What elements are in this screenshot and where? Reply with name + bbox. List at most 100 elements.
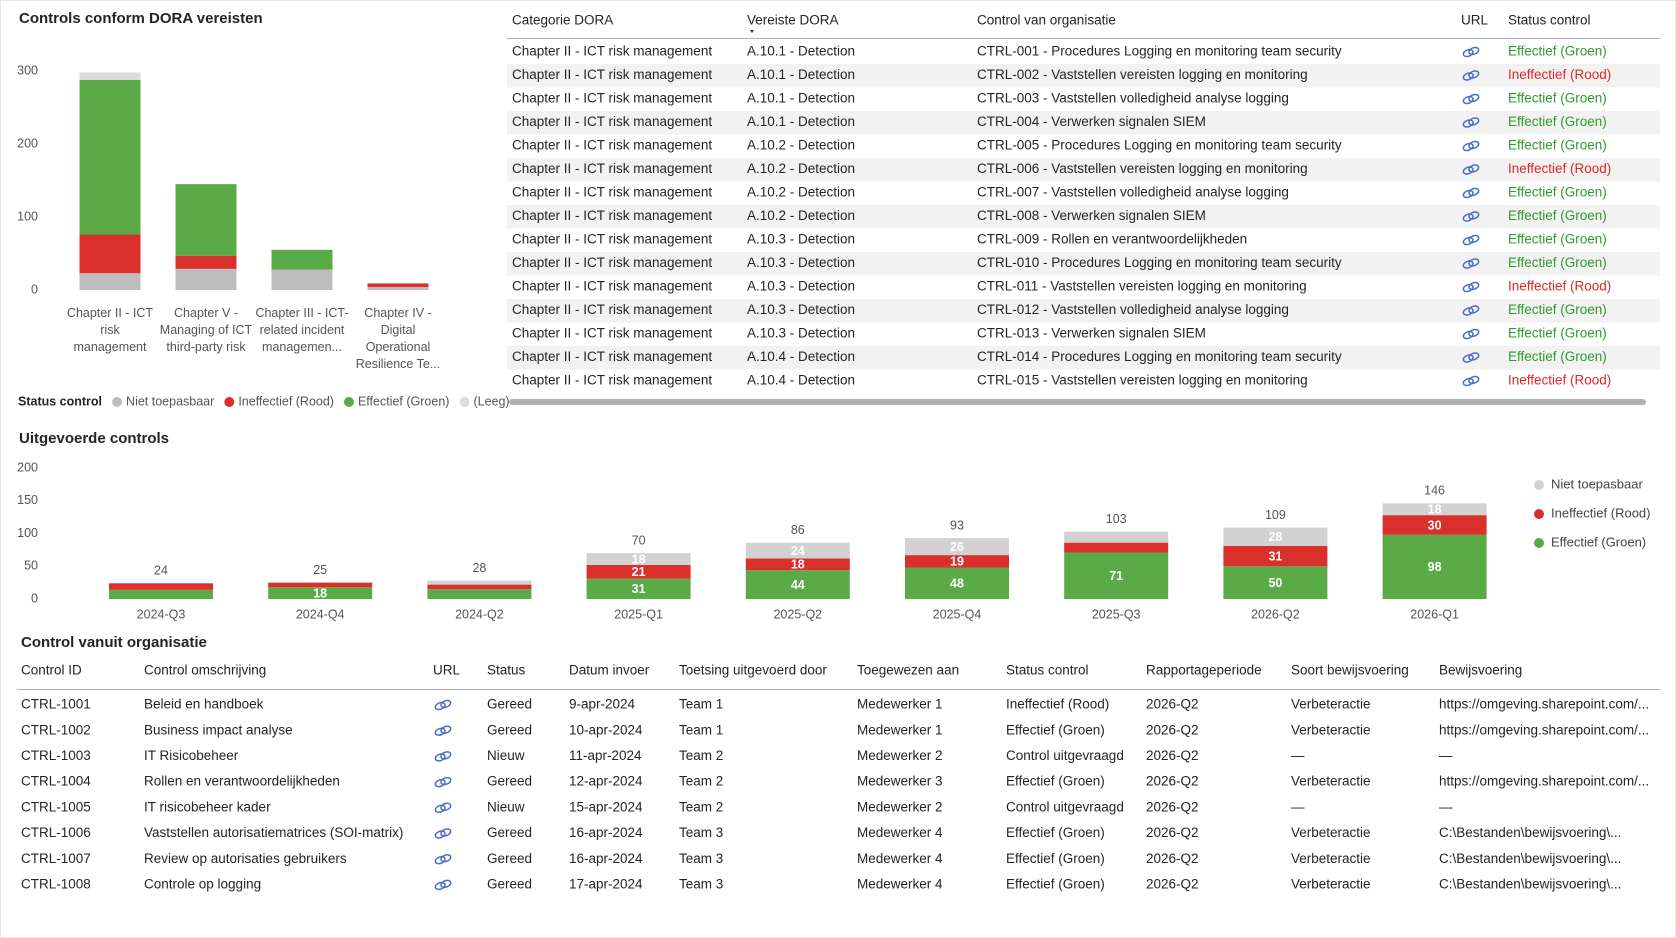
x-tick-label: 2024-Q4 [296,607,345,621]
bar-segment [268,587,373,599]
data-label: 26 [950,540,964,554]
table-cell: Medewerker 3 [857,774,943,789]
table-cell: 2026-Q2 [1146,851,1199,866]
column-header[interactable]: Rapportageperiode [1146,663,1262,678]
link-icon[interactable] [434,879,452,891]
link-icon[interactable] [434,699,452,711]
link-icon[interactable] [1462,305,1480,316]
column-header[interactable]: Soort bewijsvoering [1291,663,1409,678]
column-header[interactable]: Toegewezen aan [857,663,959,678]
y-tick-label: 100 [17,526,38,540]
table-cell: A.10.4 - Detection [747,373,855,388]
data-label: 31 [1268,549,1282,563]
table-cell: — [1439,748,1453,763]
link-icon[interactable] [1462,281,1480,293]
table-cell: Team 1 [679,697,723,712]
table-cell: Ineffectief (Rood) [1508,373,1611,388]
column-header[interactable]: Toetsing uitgevoerd door [679,663,827,678]
link-icon[interactable] [1462,328,1480,340]
table-cell: Medewerker 4 [857,825,943,840]
table-cell: A.10.2 - Detection [747,208,855,223]
table-cell: Chapter II - ICT risk management [512,373,712,388]
x-tick-label: Chapter III - ICT-related incident manag… [255,306,349,354]
table-cell: 11-apr-2024 [569,748,642,763]
bar-segment [109,589,213,599]
table-cell: CTRL-013 - Verwerken signalen SIEM [977,326,1206,341]
column-header[interactable]: Status [487,663,526,678]
table-cell: Gereed [487,697,532,712]
bar-segment [905,567,1009,599]
table-cell: Chapter II - ICT risk management [512,91,712,106]
link-icon[interactable] [1462,234,1480,246]
data-label: 71 [1109,569,1123,583]
table-cell: Gereed [487,876,532,891]
link-icon[interactable] [1462,187,1480,199]
column-header[interactable]: URL [1461,13,1488,28]
sort-arrow[interactable] [750,30,754,33]
x-tick-label: 2026-Q1 [1410,607,1459,621]
link-icon[interactable] [1462,258,1480,269]
data-label: 18 [313,586,327,600]
bar-segment [109,583,213,590]
table-cell: Effectief (Groen) [1508,44,1607,59]
column-header[interactable]: Control van organisatie [977,13,1116,28]
table-cell: A.10.2 - Detection [747,138,855,153]
scrollbar[interactable] [509,399,1646,405]
column-header[interactable]: Categorie DORA [512,13,613,28]
x-tick-label: 2024-Q3 [137,607,186,621]
link-icon[interactable] [1462,375,1480,387]
table-cell: C:\Bestanden\bewijsvoering\... [1439,851,1621,866]
table-cell: Vaststellen autorisatiematrices (SOI-mat… [144,825,403,840]
table-cell: Gereed [487,851,532,866]
link-icon[interactable] [434,853,452,865]
table-cell: Control uitgevraagd [1006,748,1124,763]
table-cell: A.10.3 - Detection [747,279,855,294]
table-cell: Gereed [487,825,532,840]
table-cell: CTRL-1007 [21,851,91,866]
table-cell: Nieuw [487,748,525,763]
column-header[interactable]: Bewijsvoering [1439,663,1522,678]
link-icon[interactable] [1462,352,1480,363]
link-icon[interactable] [1462,164,1480,175]
link-icon[interactable] [434,751,452,762]
data-label: 18 [791,558,805,572]
table-cell: Business impact analyse [144,722,293,737]
link-icon[interactable] [434,802,452,814]
total-label: 109 [1265,508,1286,522]
link-icon[interactable] [1462,93,1480,105]
legend-marker [224,397,235,407]
bar-segment [1223,527,1328,546]
table-cell: A.10.1 - Detection [747,67,855,82]
column-header[interactable]: Datum invoer [569,663,650,678]
column-header[interactable]: URL [433,663,460,678]
table-cell: Verbeteractie [1291,697,1371,712]
table-cell: CTRL-1004 [21,774,91,789]
link-icon[interactable] [434,725,452,736]
table-cell: Chapter II - ICT risk management [512,255,712,270]
table-cell: 2026-Q2 [1146,748,1199,763]
column-header[interactable]: Status control [1006,663,1089,678]
table-cell: Ineffectief (Rood) [1508,279,1611,294]
table-cell: Nieuw [487,799,525,814]
table-cell: 9-apr-2024 [569,697,636,712]
table-cell: CTRL-1005 [21,799,91,814]
link-icon[interactable] [1462,46,1480,58]
table-cell: 2026-Q2 [1146,774,1199,789]
link-icon[interactable] [1462,117,1480,128]
table-cell: 10-apr-2024 [569,722,643,737]
column-header[interactable]: Control ID [21,663,82,678]
link-icon[interactable] [1462,140,1480,152]
column-header[interactable]: Control omschrijving [144,663,266,678]
link-icon[interactable] [1462,211,1480,222]
row-stripe [507,252,1660,276]
link-icon[interactable] [434,828,452,839]
column-header[interactable]: Status control [1508,13,1591,28]
link-icon[interactable] [434,776,452,788]
column-header[interactable]: Vereiste DORA [747,13,839,28]
table-cell: Chapter II - ICT risk management [512,114,712,129]
table-cell: Chapter II - ICT risk management [512,302,712,317]
legend-title: Status control [18,394,102,408]
link-icon[interactable] [1462,70,1480,81]
